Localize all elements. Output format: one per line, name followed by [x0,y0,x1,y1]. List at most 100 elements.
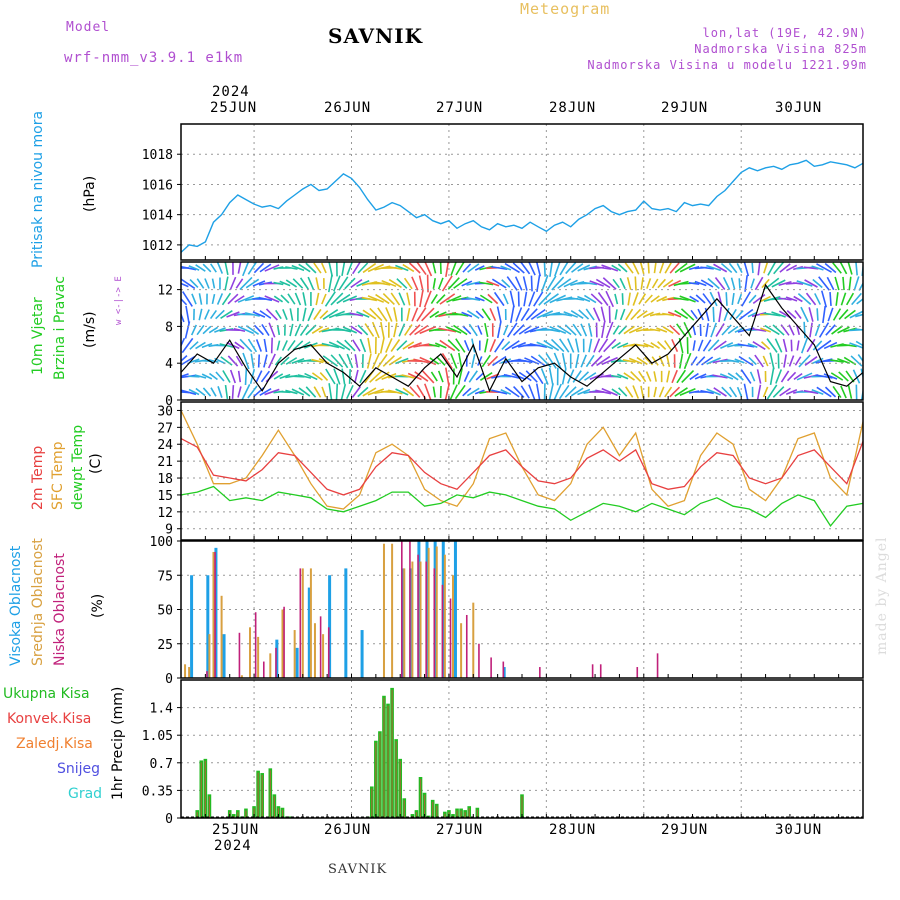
wind-arrow-737 [700,389,714,395]
wind-arrow-20 [191,293,197,305]
wind-arrow-833 [774,338,783,353]
wind-arrow-569 [583,294,597,304]
wind-arrow-22 [190,324,198,336]
wind-arrow-666 [659,262,665,274]
wind-arrow-322 [401,374,415,379]
wind-arrow-899 [816,386,832,398]
wind-arrow-392 [455,338,466,353]
wind-arrow-836 [772,386,785,398]
wind-arrow-946 [858,281,863,291]
precip-bar-17 [288,816,293,818]
ytick-label-4-2: 0.7 [150,757,173,772]
wind-arrow-243 [352,262,361,275]
wind-arrow-750 [718,306,723,323]
wind-arrow-443 [493,291,505,307]
wind-arrow-358 [430,371,438,382]
wind-arrow-552 [570,310,584,319]
wind-arrow-590 [598,338,609,353]
wind-arrow-695 [673,297,689,301]
wind-arrow-620 [618,387,628,397]
wind-arrow-261 [362,262,377,274]
cloud-low-bar-9 [327,627,330,678]
wind-arrow-594 [601,264,619,272]
wind-arrow-461 [509,290,515,308]
wind-arrow-112 [253,324,265,336]
wind-arrow-6 [181,355,188,363]
wind-arrow-573 [585,354,595,368]
wind-arrow-697 [676,323,687,337]
wind-arrow-531 [559,262,569,276]
wind-arrow-363 [434,311,447,318]
wind-arrow-367 [437,370,444,383]
wind-arrow-122 [263,338,268,353]
wind-arrow-809 [756,384,762,400]
wind-arrow-553 [572,323,582,337]
wind-arrow-823 [764,324,780,336]
wind-arrow-173 [302,292,307,306]
panel-bg-0 [181,124,863,260]
wind-arrow-406 [466,281,481,286]
wind-arrow-738 [706,264,722,272]
wind-arrow-891 [816,263,832,273]
cloud-high-bar-4 [275,639,279,678]
wind-arrow-454 [502,324,509,336]
wind-arrow-39 [204,309,210,320]
wind-arrow-699 [678,353,684,369]
wind-arrow-788 [737,343,755,348]
wind-arrow-75 [226,311,240,318]
wind-arrow-119 [258,296,273,302]
wind-arrow-764 [721,386,732,398]
cloud-mid-bar-18 [411,561,414,678]
cloud-mid-bar-15 [382,543,385,678]
wind-arrow-88 [237,370,242,383]
cloud-high-bar-6 [307,587,311,678]
wind-arrow-900 [824,262,837,274]
wind-arrow-881 [803,389,819,395]
ytick-label-1-1: 4 [165,357,173,372]
wind-arrow-747 [713,263,728,273]
wind-arrow-174 [302,307,307,322]
wind-arrow-378 [450,262,457,276]
wind-arrow-479 [523,291,528,307]
wind-speed-line [180,283,864,393]
wind-arrow-328 [409,324,421,336]
wind-arrow-825 [769,352,775,370]
wind-arrow-696 [674,309,689,320]
precip-conv-bar-35 [444,813,446,818]
wind-arrow-218 [330,292,344,306]
wind-arrow-754 [712,374,728,379]
wind-arrow-395 [454,384,466,400]
precip-conv-bar-22 [383,697,385,818]
wind-arrow-430 [479,372,493,381]
wind-arrow-717 [690,356,698,366]
wind-arrow-883 [812,278,823,289]
wind-arrow-920 [840,292,847,306]
panel-border-1 [180,261,864,401]
wind-arrow-151 [279,373,291,380]
wind-arrow-146 [280,294,290,304]
wind-arrow-69 [220,356,233,366]
wind-arrow-746 [706,388,721,396]
wind-arrow-137 [273,295,284,303]
wind-arrow-145 [279,280,291,287]
wind-arrow-799 [749,371,756,382]
wind-arrow-158 [287,339,296,352]
wind-arrow-608 [611,341,621,350]
wind-arrow-607 [612,325,620,335]
precip-conv-bar-40 [464,812,466,818]
wind-arrow-193 [311,325,324,335]
wind-arrow-929 [845,292,855,306]
wind-arrow-904 [825,324,836,336]
elevation-text: Nadmorska Visina 825m [694,42,867,56]
wind-arrow-742 [710,322,718,338]
wind-arrow-930 [844,309,856,320]
wind-arrow-527 [550,338,565,353]
precip-grad-label: Grad [68,786,103,802]
wind-arrow-740 [709,291,718,307]
wind-arrow-333 [416,262,427,276]
wind-arrow-66 [220,310,233,319]
wind-arrow-107 [247,385,258,399]
wind-arrow-832 [772,324,785,336]
wind-arrow-351 [432,262,437,274]
wind-arrow-649 [646,278,652,289]
